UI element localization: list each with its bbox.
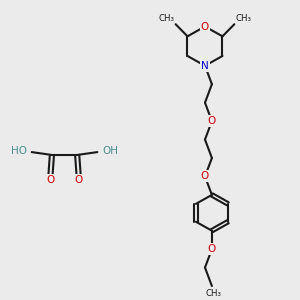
Text: O: O: [74, 175, 83, 185]
Text: O: O: [208, 116, 216, 126]
Text: O: O: [201, 171, 209, 182]
Text: OH: OH: [102, 146, 119, 156]
Text: O: O: [46, 175, 55, 185]
Text: CH₃: CH₃: [205, 290, 221, 298]
Text: CH₃: CH₃: [236, 14, 252, 23]
Text: CH₃: CH₃: [158, 14, 174, 23]
Text: HO: HO: [11, 146, 27, 156]
Text: O: O: [208, 244, 216, 254]
Text: O: O: [201, 22, 209, 32]
Text: N: N: [201, 61, 209, 71]
